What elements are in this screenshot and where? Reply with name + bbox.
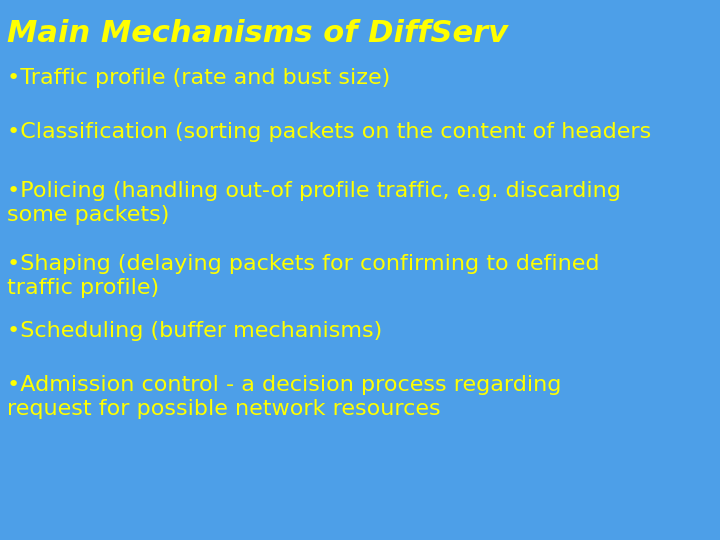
Text: Main Mechanisms of DiffServ: Main Mechanisms of DiffServ — [7, 19, 508, 48]
Text: •Scheduling (buffer mechanisms): •Scheduling (buffer mechanisms) — [7, 321, 382, 341]
Text: •Admission control - a decision process regarding
request for possible network r: •Admission control - a decision process … — [7, 375, 562, 419]
Text: •Shaping (delaying packets for confirming to defined
traffic profile): •Shaping (delaying packets for confirmin… — [7, 254, 600, 298]
Text: •Classification (sorting packets on the content of headers: •Classification (sorting packets on the … — [7, 122, 652, 141]
Text: •Traffic profile (rate and bust size): •Traffic profile (rate and bust size) — [7, 68, 390, 87]
Text: •Policing (handling out-of profile traffic, e.g. discarding
some packets): •Policing (handling out-of profile traff… — [7, 181, 621, 225]
